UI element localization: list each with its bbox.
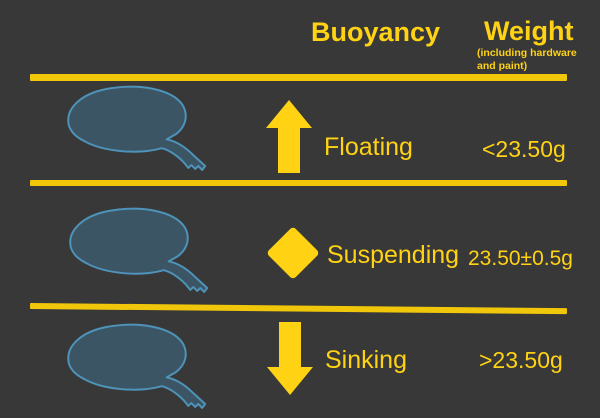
row-suspending: Suspending 23.50±0.5g — [0, 186, 600, 303]
buoyancy-label-sinking: Sinking — [325, 346, 407, 374]
lure-outline-image — [67, 323, 207, 409]
arrow-down-icon — [267, 322, 313, 395]
divider-middle — [30, 180, 567, 186]
buoyancy-column-header: Buoyancy — [311, 17, 441, 47]
weight-value-floating: <23.50g — [482, 136, 566, 162]
weight-column-subtitle: (including hardware and paint) — [477, 47, 577, 73]
weight-subtitle-line-1: (including hardware — [477, 47, 577, 59]
diamond-icon — [267, 227, 319, 279]
weight-value-suspending: 23.50±0.5g — [468, 247, 573, 270]
arrow-up-icon — [266, 100, 312, 173]
lure-outline-image — [69, 207, 209, 293]
row-floating: Floating <23.50g — [0, 81, 600, 180]
buoyancy-label-floating: Floating — [324, 133, 413, 161]
row-sinking: Sinking >23.50g — [0, 310, 600, 418]
weight-value-sinking: >23.50g — [479, 347, 563, 373]
weight-column-header: Weight — [484, 16, 574, 46]
buoyancy-label-suspending: Suspending — [327, 241, 460, 269]
divider-top — [30, 74, 567, 81]
weight-subtitle-line-2: and paint) — [477, 60, 528, 72]
lure-outline-image — [67, 85, 207, 171]
